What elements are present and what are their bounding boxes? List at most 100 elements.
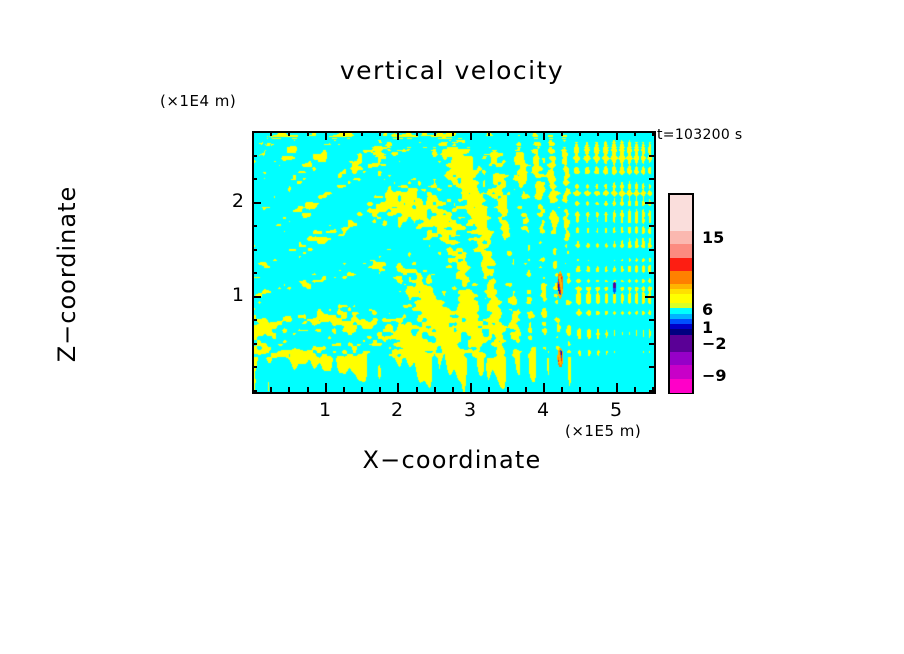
contour-field-canvas [254, 133, 654, 392]
x-axis-minor-tick [488, 131, 490, 136]
colorbar-band [670, 302, 692, 309]
colorbar [668, 193, 694, 394]
x-axis-minor-tick [634, 131, 636, 136]
colorbar-band [670, 313, 692, 320]
x-axis-minor-tick [579, 131, 581, 136]
x-axis-minor-tick [252, 387, 254, 392]
colorbar-band [670, 334, 692, 353]
x-axis-minor-tick [252, 131, 254, 136]
time-annotation: t=103200 s [657, 127, 743, 143]
colorbar-band [670, 323, 692, 330]
y-axis-minor-tick [649, 178, 654, 180]
colorbar-tick-label: −2 [702, 334, 727, 353]
x-axis-minor-tick [597, 387, 599, 392]
x-axis-minor-tick [597, 131, 599, 136]
x-axis-major-tick [397, 383, 399, 392]
y-axis-minor-tick [252, 343, 257, 345]
x-axis-tick-label: 2 [390, 399, 404, 421]
y-axis-minor-tick [649, 343, 654, 345]
x-axis-unit-label: (×1E5 m) [565, 422, 642, 440]
x-axis-minor-tick [307, 387, 309, 392]
colorbar-band [670, 378, 692, 393]
x-axis-minor-tick [270, 387, 272, 392]
x-axis-minor-tick [507, 131, 509, 136]
y-axis-minor-tick [252, 131, 257, 133]
colorbar-band [670, 284, 692, 290]
x-axis-major-tick [616, 383, 618, 392]
y-axis-minor-tick [649, 390, 654, 392]
y-axis-minor-tick [649, 272, 654, 274]
y-axis-major-tick [252, 296, 261, 298]
x-axis-minor-tick [507, 387, 509, 392]
y-axis-minor-tick [252, 366, 257, 368]
y-axis-minor-tick [649, 366, 654, 368]
colorbar-tick-label: 1 [702, 318, 714, 337]
x-axis-title: X−coordinate [362, 446, 542, 474]
y-axis-tick-label: 1 [231, 284, 244, 306]
x-axis-major-tick [325, 383, 327, 392]
x-axis-major-tick [616, 131, 618, 140]
x-axis-minor-tick [525, 131, 527, 136]
x-axis-minor-tick [652, 387, 654, 392]
y-axis-minor-tick [252, 178, 257, 180]
y-axis-minor-tick [252, 249, 257, 251]
y-axis-major-tick [252, 202, 261, 204]
x-axis-minor-tick [288, 131, 290, 136]
colorbar-band [670, 318, 692, 325]
y-axis-minor-tick [649, 131, 654, 133]
x-axis-minor-tick [379, 387, 381, 392]
x-axis-minor-tick [343, 131, 345, 136]
y-axis-minor-tick [252, 319, 257, 321]
x-axis-major-tick [470, 383, 472, 392]
x-axis-minor-tick [452, 387, 454, 392]
x-axis-minor-tick [361, 131, 363, 136]
colorbar-band [670, 230, 692, 245]
y-axis-tick-label: 2 [231, 190, 244, 212]
x-axis-minor-tick [343, 387, 345, 392]
colorbar-tick-label: −9 [702, 366, 727, 385]
x-axis-minor-tick [434, 387, 436, 392]
x-axis-tick-label: 1 [318, 399, 332, 421]
colorbar-band [670, 307, 692, 315]
x-axis-major-tick [470, 131, 472, 140]
x-axis-minor-tick [379, 131, 381, 136]
y-axis-minor-tick [649, 225, 654, 227]
x-axis-minor-tick [416, 131, 418, 136]
colorbar-tick-label: 6 [702, 300, 714, 319]
x-axis-major-tick [325, 131, 327, 140]
colorbar-band [670, 289, 692, 295]
x-axis-minor-tick [652, 131, 654, 136]
colorbar-band [670, 270, 692, 285]
y-axis-major-tick [645, 202, 654, 204]
x-axis-major-tick [543, 383, 545, 392]
x-axis-minor-tick [307, 131, 309, 136]
y-axis-major-tick [645, 296, 654, 298]
x-axis-minor-tick [270, 131, 272, 136]
x-axis-minor-tick [525, 387, 527, 392]
colorbar-band [670, 257, 692, 272]
colorbar-band [670, 365, 692, 380]
colorbar-band [670, 328, 692, 336]
x-axis-minor-tick [452, 131, 454, 136]
y-axis-minor-tick [252, 155, 257, 157]
colorbar-band [670, 294, 692, 304]
x-axis-minor-tick [634, 387, 636, 392]
x-axis-minor-tick [434, 131, 436, 136]
x-axis-major-tick [397, 131, 399, 140]
y-axis-minor-tick [252, 272, 257, 274]
x-axis-major-tick [543, 131, 545, 140]
x-axis-minor-tick [288, 387, 290, 392]
y-axis-minor-tick [649, 319, 654, 321]
y-axis-minor-tick [649, 249, 654, 251]
x-axis-minor-tick [488, 387, 490, 392]
x-axis-tick-label: 5 [609, 399, 623, 421]
x-axis-minor-tick [561, 387, 563, 392]
y-axis-minor-tick [252, 390, 257, 392]
y-axis-minor-tick [252, 225, 257, 227]
colorbar-tick-label: 15 [702, 228, 725, 247]
x-axis-minor-tick [416, 387, 418, 392]
colorbar-band [670, 351, 692, 366]
